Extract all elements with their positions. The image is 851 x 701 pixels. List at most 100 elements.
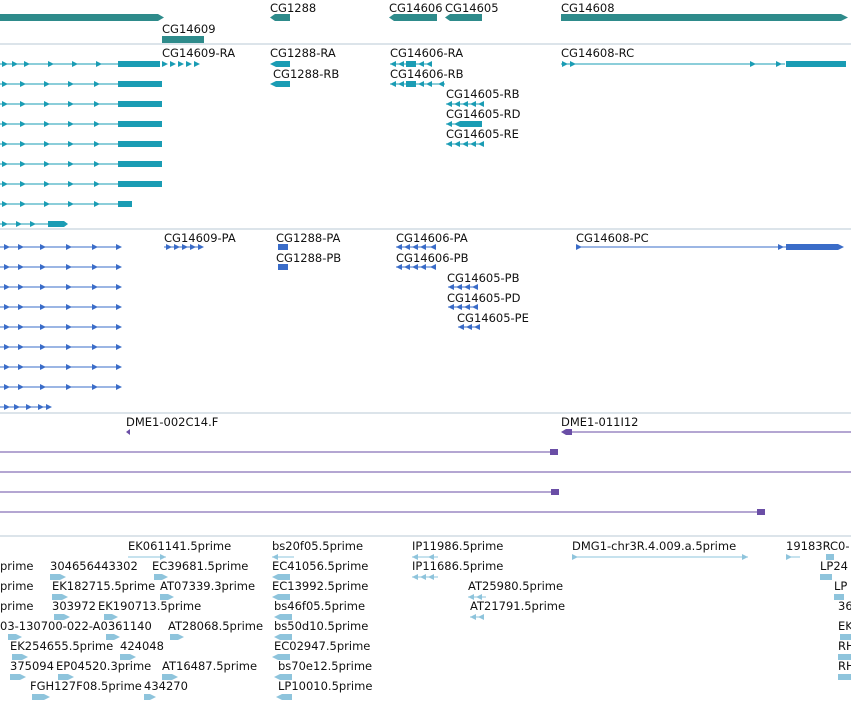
transcript-feature[interactable] bbox=[0, 181, 162, 187]
est-label[interactable]: EK061141.5prime bbox=[128, 539, 231, 553]
transcript-feature[interactable] bbox=[0, 61, 200, 67]
est-label[interactable]: 303972 bbox=[52, 599, 96, 613]
gene-feature[interactable] bbox=[162, 36, 204, 43]
est-label[interactable]: RH bbox=[838, 639, 851, 653]
est-feature[interactable] bbox=[106, 634, 120, 640]
est-feature[interactable] bbox=[32, 694, 50, 700]
est-label[interactable]: 304656443302 bbox=[50, 559, 138, 573]
protein-feature[interactable] bbox=[396, 264, 436, 270]
protein-feature[interactable] bbox=[0, 384, 122, 390]
gene-feature[interactable] bbox=[561, 14, 848, 21]
est-label[interactable]: AT28068.5prime bbox=[168, 619, 263, 633]
est-label[interactable]: 434270 bbox=[144, 679, 188, 693]
est-label[interactable]: EP04520.3prime bbox=[56, 659, 151, 673]
transcript-feature[interactable] bbox=[390, 61, 432, 67]
est-label[interactable]: 424048 bbox=[120, 639, 164, 653]
est-label[interactable]: LP bbox=[834, 579, 847, 593]
transcript-feature[interactable] bbox=[0, 161, 162, 167]
protein-feature[interactable] bbox=[0, 244, 122, 250]
est-label[interactable]: RH bbox=[838, 659, 851, 673]
est-label[interactable]: LP10010.5prime bbox=[278, 679, 372, 693]
protein-feature[interactable] bbox=[0, 344, 122, 350]
est-label[interactable]: AT07339.3prime bbox=[160, 579, 255, 593]
est-label[interactable]: AT25980.5prime bbox=[468, 579, 563, 593]
transcript-label[interactable]: CG1288-RB bbox=[273, 67, 339, 81]
transcript-label[interactable]: CG14605-RE bbox=[446, 127, 519, 141]
est-feature[interactable] bbox=[412, 554, 438, 560]
transcript-label[interactable]: CG1288-RA bbox=[270, 46, 336, 60]
est-label[interactable]: LP24 bbox=[820, 559, 848, 573]
transcript-feature[interactable] bbox=[0, 101, 162, 107]
gene-label[interactable]: CG14608 bbox=[561, 1, 615, 15]
protein-feature[interactable] bbox=[458, 324, 480, 330]
protein-feature[interactable] bbox=[448, 284, 478, 290]
protein-feature[interactable] bbox=[0, 264, 122, 270]
est-label[interactable]: prime bbox=[0, 559, 34, 573]
clone-feature[interactable] bbox=[561, 429, 851, 435]
protein-feature[interactable] bbox=[396, 244, 436, 250]
transcript-label[interactable]: CG14608-RC bbox=[561, 46, 634, 60]
est-label[interactable]: 36 bbox=[838, 599, 851, 613]
est-feature[interactable] bbox=[120, 654, 136, 660]
protein-feature[interactable] bbox=[0, 284, 122, 290]
est-label[interactable]: bs46f05.5prime bbox=[274, 599, 365, 613]
est-label[interactable]: AT16487.5prime bbox=[162, 659, 257, 673]
est-feature[interactable] bbox=[272, 554, 294, 560]
est-feature[interactable] bbox=[128, 554, 166, 560]
protein-feature[interactable] bbox=[0, 324, 122, 330]
gene-feature[interactable] bbox=[0, 14, 164, 21]
protein-feature[interactable] bbox=[0, 404, 52, 410]
est-label[interactable]: 19183RC0- bbox=[786, 539, 850, 553]
protein-feature[interactable] bbox=[448, 304, 478, 310]
est-feature[interactable] bbox=[840, 634, 851, 640]
est-feature[interactable] bbox=[170, 634, 184, 640]
est-label[interactable]: bs20f05.5prime bbox=[272, 539, 363, 553]
clone-label[interactable]: DME1-002C14.F bbox=[126, 415, 218, 429]
est-feature[interactable] bbox=[50, 574, 66, 580]
est-feature[interactable] bbox=[104, 614, 118, 620]
protein-feature[interactable] bbox=[0, 364, 122, 370]
est-feature[interactable] bbox=[820, 574, 832, 580]
est-feature[interactable] bbox=[838, 654, 851, 660]
gene-feature[interactable] bbox=[445, 14, 482, 21]
transcript-feature[interactable] bbox=[0, 121, 162, 127]
est-label[interactable]: prime bbox=[0, 579, 34, 593]
transcript-feature[interactable] bbox=[0, 141, 162, 147]
est-label[interactable]: AT21791.5prime bbox=[470, 599, 565, 613]
protein-feature[interactable] bbox=[278, 264, 288, 270]
est-feature[interactable] bbox=[274, 614, 292, 620]
est-label[interactable]: FGH127F08.5prime bbox=[30, 679, 142, 693]
transcript-feature[interactable] bbox=[446, 101, 484, 107]
transcript-feature[interactable] bbox=[0, 81, 162, 87]
transcript-feature[interactable] bbox=[446, 141, 484, 147]
est-feature[interactable] bbox=[412, 574, 438, 580]
gene-label[interactable]: CG14606 bbox=[389, 1, 443, 15]
protein-feature[interactable] bbox=[576, 244, 844, 250]
gene-label[interactable]: CG14605 bbox=[445, 1, 499, 15]
est-label[interactable]: 375094 bbox=[10, 659, 54, 673]
transcript-feature[interactable] bbox=[0, 221, 68, 227]
clone-feature[interactable] bbox=[0, 509, 765, 515]
protein-feature[interactable] bbox=[164, 244, 204, 250]
protein-label[interactable]: CG14608-PC bbox=[576, 231, 649, 245]
protein-label[interactable]: CG14606-PA bbox=[396, 231, 468, 245]
est-feature[interactable] bbox=[572, 554, 748, 560]
transcript-feature[interactable] bbox=[270, 81, 290, 87]
transcript-label[interactable]: CG14605-RB bbox=[446, 87, 520, 101]
est-label[interactable]: EC13992.5prime bbox=[272, 579, 368, 593]
est-label[interactable]: IP11686.5prime bbox=[412, 559, 503, 573]
est-label[interactable]: EK254655.5prime bbox=[10, 639, 113, 653]
transcript-label[interactable]: CG14606-RA bbox=[390, 46, 463, 60]
protein-label[interactable]: CG1288-PA bbox=[276, 231, 341, 245]
est-label[interactable]: bs70e12.5prime bbox=[278, 659, 372, 673]
protein-feature[interactable] bbox=[278, 244, 288, 250]
est-feature[interactable] bbox=[54, 614, 70, 620]
est-feature[interactable] bbox=[274, 634, 292, 640]
est-feature[interactable] bbox=[52, 594, 68, 600]
est-feature[interactable] bbox=[10, 674, 26, 680]
est-feature[interactable] bbox=[144, 694, 156, 700]
est-feature[interactable] bbox=[276, 694, 292, 700]
est-feature[interactable] bbox=[162, 674, 178, 680]
est-feature[interactable] bbox=[838, 674, 851, 680]
est-feature[interactable] bbox=[58, 674, 74, 680]
